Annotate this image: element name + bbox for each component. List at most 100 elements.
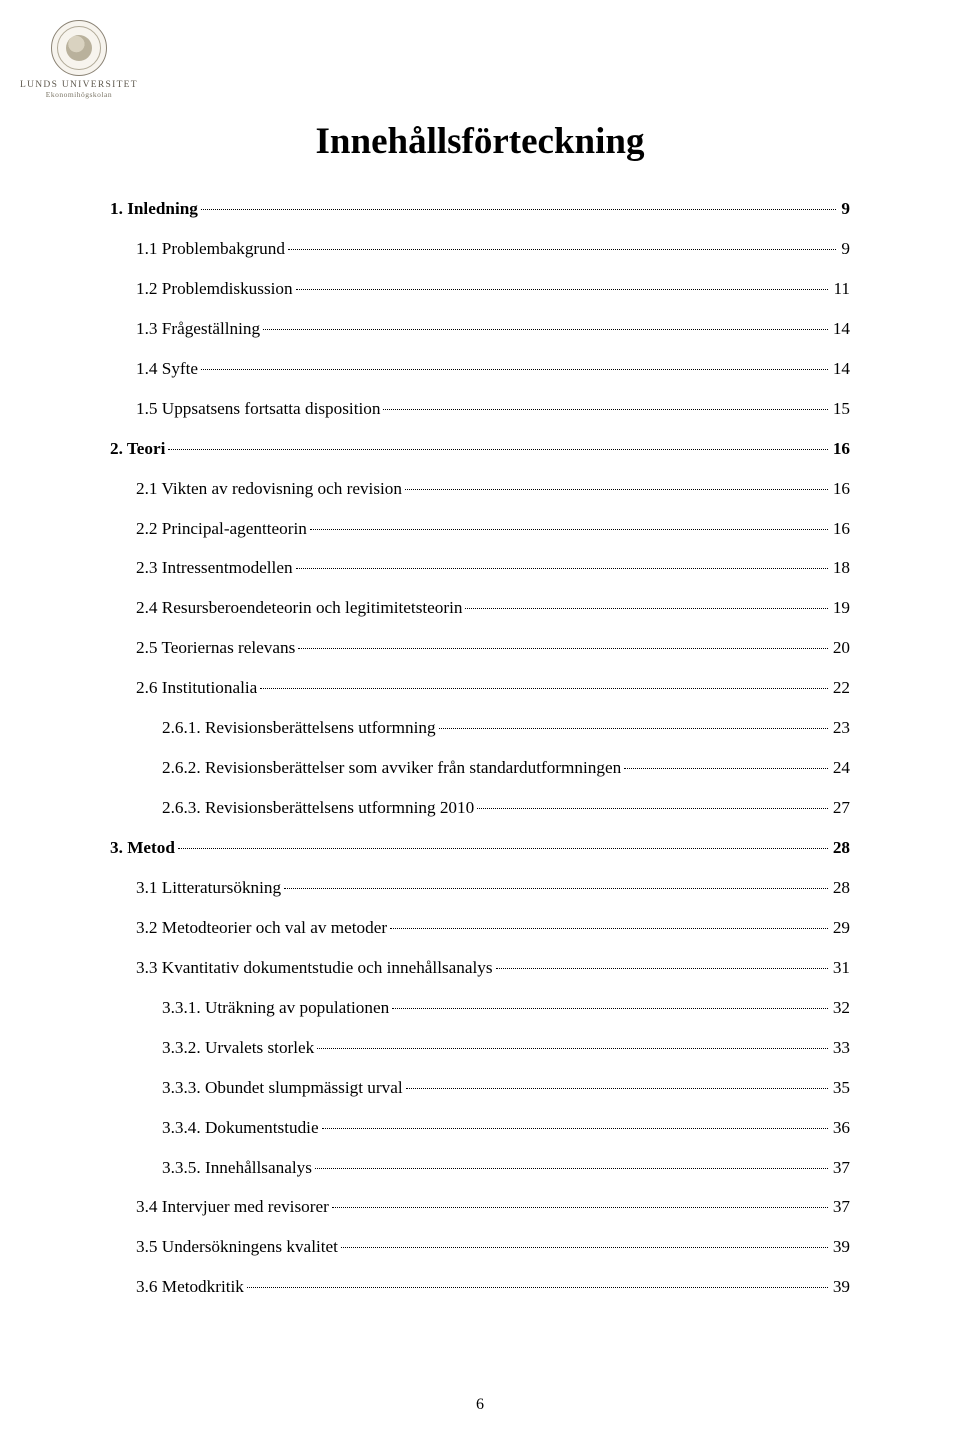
toc-entry-page: 14 <box>831 317 850 342</box>
toc-entry-label: 2.6.3. Revisionsberättelsens utformning … <box>162 796 474 821</box>
toc-entry-page: 24 <box>831 756 850 781</box>
dot-leader <box>263 329 828 330</box>
dot-leader <box>288 249 836 250</box>
toc-entry: 2.5 Teoriernas relevans 20 <box>110 636 850 661</box>
dot-leader <box>624 768 828 769</box>
toc-entry-label: 2.4 Resursberoendeteorin och legitimitet… <box>136 596 462 621</box>
seal-ring-icon <box>57 26 101 70</box>
toc-entry-label: 3.3.1. Uträkning av populationen <box>162 996 389 1021</box>
toc-entry-label: 3.6 Metodkritik <box>136 1275 244 1300</box>
logo-subtitle: Ekonomihögskolan <box>46 90 112 99</box>
toc-entry-label: 3.1 Litteratursökning <box>136 876 281 901</box>
dot-leader <box>439 728 828 729</box>
dot-leader <box>465 608 827 609</box>
toc-entry-page: 9 <box>839 197 850 222</box>
dot-leader <box>168 449 827 450</box>
toc-entry-label: 1.5 Uppsatsens fortsatta disposition <box>136 397 380 422</box>
dot-leader <box>332 1207 828 1208</box>
toc-entry: 2.2 Principal-agentteorin 16 <box>110 517 850 542</box>
toc-entry: 1. Inledning 9 <box>110 197 850 222</box>
toc-entry: 3.3.4. Dokumentstudie36 <box>110 1116 850 1141</box>
toc-entry-label: 2.3 Intressentmodellen <box>136 556 293 581</box>
toc-entry-label: 2.5 Teoriernas relevans <box>136 636 295 661</box>
document-page: LUNDS UNIVERSITET Ekonomihögskolan Inneh… <box>0 0 960 1442</box>
dot-leader <box>178 848 828 849</box>
toc-entry: 2.3 Intressentmodellen18 <box>110 556 850 581</box>
dot-leader <box>260 688 828 689</box>
toc-entry-label: 3.3.3. Obundet slumpmässigt urval <box>162 1076 403 1101</box>
toc-entry-label: 3.3.2. Urvalets storlek <box>162 1036 314 1061</box>
toc-entry-label: 1.2 Problemdiskussion <box>136 277 293 302</box>
dot-leader <box>284 888 828 889</box>
toc-entry: 1.2 Problemdiskussion 11 <box>110 277 850 302</box>
toc-entry-label: 1.4 Syfte <box>136 357 198 382</box>
toc-entry-label: 2.1 Vikten av redovisning och revision <box>136 477 402 502</box>
toc-entry-page: 33 <box>831 1036 850 1061</box>
toc-entry: 2.6.3. Revisionsberättelsens utformning … <box>110 796 850 821</box>
toc-entry-page: 39 <box>831 1275 850 1300</box>
toc-entry-label: 3.3.5. Innehållsanalys <box>162 1156 312 1181</box>
dot-leader <box>298 648 828 649</box>
toc-entry-label: 2.2 Principal-agentteorin <box>136 517 307 542</box>
dot-leader <box>392 1008 828 1009</box>
dot-leader <box>341 1247 828 1248</box>
toc-entry-label: 3.2 Metodteorier och val av metoder <box>136 916 387 941</box>
toc-entry: 2. Teori 16 <box>110 437 850 462</box>
toc-entry-label: 2.6.2. Revisionsberättelser som avviker … <box>162 756 621 781</box>
toc-entry: 3.1 Litteratursökning 28 <box>110 876 850 901</box>
toc-entry: 3. Metod28 <box>110 836 850 861</box>
toc-entry-label: 3.3 Kvantitativ dokumentstudie och inneh… <box>136 956 493 981</box>
table-of-contents: 1. Inledning 9 1.1 Problembakgrund 9 1.2 Pro… <box>110 197 850 1300</box>
toc-entry-label: 3.4 Intervjuer med revisorer <box>136 1195 329 1220</box>
dot-leader <box>406 1088 828 1089</box>
toc-entry-page: 19 <box>831 596 850 621</box>
toc-entry: 2.6 Institutionalia 22 <box>110 676 850 701</box>
dot-leader <box>496 968 828 969</box>
dot-leader <box>383 409 827 410</box>
toc-entry-label: 1.1 Problembakgrund <box>136 237 285 262</box>
logo-title: LUNDS UNIVERSITET <box>20 80 138 90</box>
toc-entry-page: 11 <box>831 277 850 302</box>
toc-entry-label: 1.3 Frågeställning <box>136 317 260 342</box>
toc-entry-page: 35 <box>831 1076 850 1101</box>
toc-entry: 1.5 Uppsatsens fortsatta disposition15 <box>110 397 850 422</box>
page-title: Innehållsförteckning <box>110 120 850 163</box>
toc-entry: 1.3 Frågeställning 14 <box>110 317 850 342</box>
toc-entry-page: 9 <box>839 237 850 262</box>
dot-leader <box>477 808 828 809</box>
dot-leader <box>405 489 828 490</box>
dot-leader <box>201 209 837 210</box>
toc-entry: 3.6 Metodkritik 39 <box>110 1275 850 1300</box>
toc-entry: 3.3.3. Obundet slumpmässigt urval 35 <box>110 1076 850 1101</box>
dot-leader <box>201 369 828 370</box>
seal-portrait-icon <box>66 35 92 61</box>
toc-entry-page: 16 <box>831 517 850 542</box>
toc-entry-page: 36 <box>831 1116 850 1141</box>
toc-entry: 3.2 Metodteorier och val av metoder 29 <box>110 916 850 941</box>
toc-entry-page: 39 <box>831 1235 850 1260</box>
toc-entry-label: 2. Teori <box>110 437 165 462</box>
toc-entry-page: 22 <box>831 676 850 701</box>
toc-entry-label: 1. Inledning <box>110 197 198 222</box>
dot-leader <box>390 928 828 929</box>
toc-entry-page: 31 <box>831 956 850 981</box>
toc-entry: 2.1 Vikten av redovisning och revision 16 <box>110 477 850 502</box>
toc-entry: 3.5 Undersökningens kvalitet39 <box>110 1235 850 1260</box>
toc-entry-page: 20 <box>831 636 850 661</box>
toc-entry-page: 28 <box>831 876 850 901</box>
toc-entry-page: 14 <box>831 357 850 382</box>
toc-entry: 1.4 Syfte 14 <box>110 357 850 382</box>
university-logo: LUNDS UNIVERSITET Ekonomihögskolan <box>20 20 138 99</box>
toc-entry-page: 32 <box>831 996 850 1021</box>
toc-entry-label: 2.6 Institutionalia <box>136 676 257 701</box>
toc-entry: 3.3.5. Innehållsanalys37 <box>110 1156 850 1181</box>
toc-entry-page: 16 <box>831 477 850 502</box>
toc-entry: 1.1 Problembakgrund 9 <box>110 237 850 262</box>
dot-leader <box>315 1168 828 1169</box>
toc-entry-label: 3. Metod <box>110 836 175 861</box>
toc-entry: 2.6.2. Revisionsberättelser som avviker … <box>110 756 850 781</box>
toc-entry-page: 29 <box>831 916 850 941</box>
toc-entry: 3.3 Kvantitativ dokumentstudie och inneh… <box>110 956 850 981</box>
toc-entry-page: 16 <box>831 437 850 462</box>
toc-entry-page: 23 <box>831 716 850 741</box>
